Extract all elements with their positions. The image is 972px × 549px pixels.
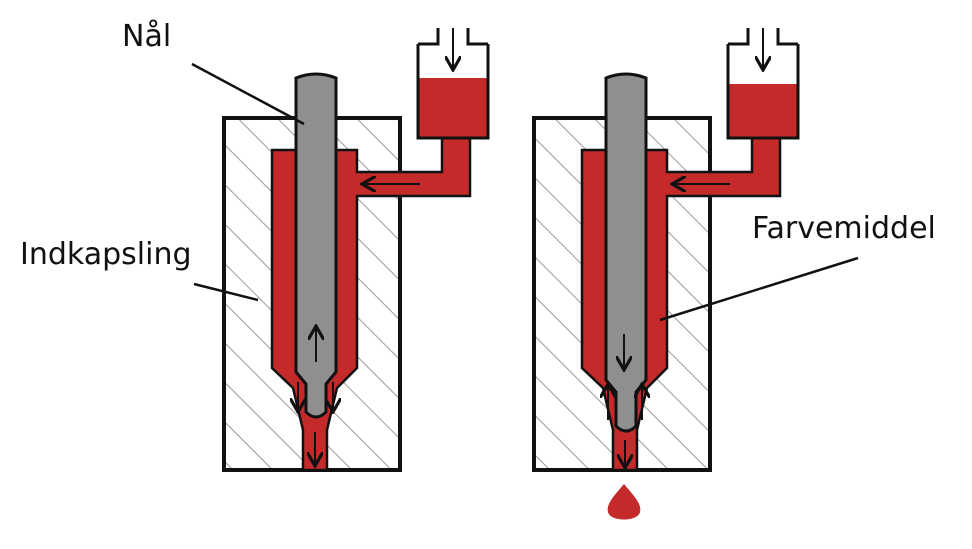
needle-right xyxy=(604,72,648,433)
nozzle-right xyxy=(532,28,800,520)
label-needle: Nål xyxy=(122,19,172,54)
label-housing: Indkapsling xyxy=(20,237,192,272)
needle-left xyxy=(294,72,338,419)
leader-lines xyxy=(191,62,859,322)
ink-drop xyxy=(607,484,641,520)
flow-arrows-right xyxy=(608,184,730,466)
label-ink: Farvemiddel xyxy=(752,211,936,246)
flow-arrows-left xyxy=(298,184,420,464)
nozzle-left xyxy=(222,28,490,472)
